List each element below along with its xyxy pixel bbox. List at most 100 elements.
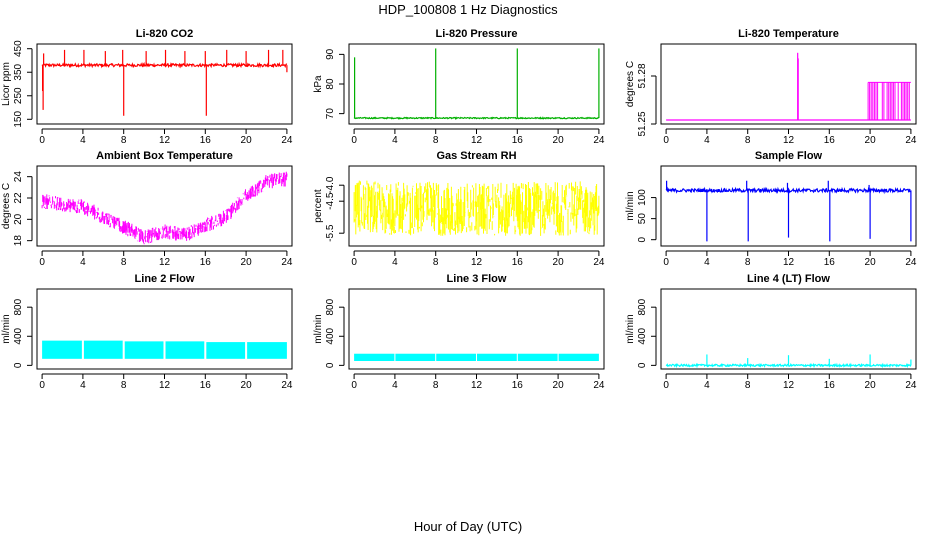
x-tick-label: 8 [121, 257, 127, 268]
panel-temperature: Li-820 Temperature 0 4 8 12 16 20 24 51.25 51.28d… [625, 28, 917, 146]
y-tick-label: 50 [637, 213, 648, 225]
y-tick-label: 20 [13, 213, 24, 225]
plot-frame [36, 43, 293, 125]
panel-ambient: Ambient Box Temperature 0 4 8 12 16 20 24 18 20 22… [1, 150, 293, 268]
panel-title: Sample Flow [755, 150, 823, 162]
panel-title: Li-820 Pressure [436, 28, 518, 40]
data-layer [41, 171, 288, 245]
y-tick-label: 800 [637, 298, 648, 315]
data-layer [665, 354, 912, 369]
x-tick-label: 0 [351, 380, 357, 391]
x-tick-label: 4 [80, 380, 86, 391]
x-tick-label: 8 [745, 257, 751, 268]
x-tick-label: 0 [39, 135, 45, 146]
x-tick-label: 12 [471, 257, 483, 268]
x-axis: 0 4 8 12 16 20 24 [39, 250, 293, 268]
plot-frame [660, 43, 917, 125]
panel-rh: Gas Stream RH 0 4 8 12 16 20 24 -5.5 -4.5-4.0perc… [313, 150, 605, 268]
x-tick-label: 4 [392, 135, 398, 146]
x-tick-label: 20 [241, 380, 253, 391]
x-tick-label: 16 [200, 380, 212, 391]
data-layer [665, 180, 912, 242]
plot-frame [36, 165, 293, 247]
x-tick-label: 20 [241, 257, 253, 268]
y-tick-label: 70 [325, 108, 336, 120]
x-tick-label: 4 [704, 135, 710, 146]
x-tick-label: 20 [865, 380, 877, 391]
x-tick-label: 0 [39, 257, 45, 268]
x-axis: 0 4 8 12 16 20 24 [351, 250, 605, 268]
x-tick-label: 8 [433, 135, 439, 146]
x-tick-label: 8 [121, 135, 127, 146]
x-tick-label: 0 [663, 380, 669, 391]
x-tick-label: 0 [663, 135, 669, 146]
x-tick-label: 8 [745, 135, 751, 146]
y-tick-label: 350 [13, 63, 24, 80]
x-tick-label: 16 [824, 257, 836, 268]
y-axis-label: ml/min [625, 191, 636, 220]
x-tick-label: 12 [471, 135, 483, 146]
x-tick-label: 24 [281, 380, 293, 391]
x-tick-label: 8 [433, 380, 439, 391]
y-tick-label: 400 [13, 327, 24, 344]
y-tick-label: 0 [637, 362, 648, 368]
x-tick-label: 0 [663, 257, 669, 268]
x-tick-label: 12 [783, 135, 795, 146]
x-tick-label: 8 [121, 380, 127, 391]
x-tick-label: 24 [593, 257, 605, 268]
data-layer [354, 353, 599, 361]
flow-band [124, 341, 164, 359]
y-tick-label: 400 [637, 327, 648, 344]
panel-title: Li-820 CO2 [136, 28, 193, 40]
y-tick-label: 400 [325, 327, 336, 344]
series-band [867, 82, 910, 120]
plot-frame [348, 288, 605, 370]
x-tick-label: 16 [512, 257, 524, 268]
x-tick-label: 8 [433, 257, 439, 268]
series-line [41, 171, 288, 245]
y-tick-label: 22 [13, 192, 24, 204]
y-tick-label: 0 [637, 236, 648, 242]
y-axis-label: degrees C [1, 183, 12, 229]
figure-xlabel: Hour of Day (UTC) [414, 519, 522, 534]
flow-band [477, 353, 517, 361]
x-tick-label: 20 [865, 135, 877, 146]
y-tick-label: 24 [13, 171, 24, 183]
y-axis: 70 80 90 kPa [313, 48, 345, 120]
x-tick-label: 20 [553, 380, 565, 391]
x-tick-label: 20 [553, 257, 565, 268]
flow-band [247, 342, 287, 359]
flow-band [436, 353, 476, 361]
y-tick-label: 150 [13, 111, 24, 128]
panel-title: Line 3 Flow [447, 273, 507, 285]
y-tick-label: 100 [637, 189, 648, 206]
x-tick-label: 4 [704, 380, 710, 391]
flow-band [165, 341, 205, 359]
x-tick-label: 16 [824, 135, 836, 146]
x-tick-label: 16 [200, 257, 212, 268]
series-line [665, 186, 912, 195]
x-tick-label: 20 [241, 135, 253, 146]
flow-band [395, 353, 436, 361]
panel-title: Line 4 (LT) Flow [747, 273, 830, 285]
y-tick-label: 18 [13, 235, 24, 247]
x-tick-label: 4 [704, 257, 710, 268]
y-axis-label: Licor ppm [1, 62, 12, 106]
flow-band [42, 340, 82, 359]
x-tick-label: 8 [745, 380, 751, 391]
data-layer [353, 48, 600, 120]
panel-title: Li-820 Temperature [738, 28, 839, 40]
data-layer [353, 180, 600, 236]
y-tick-label: 80 [325, 78, 336, 90]
x-tick-label: 0 [351, 257, 357, 268]
x-tick-label: 12 [159, 380, 171, 391]
